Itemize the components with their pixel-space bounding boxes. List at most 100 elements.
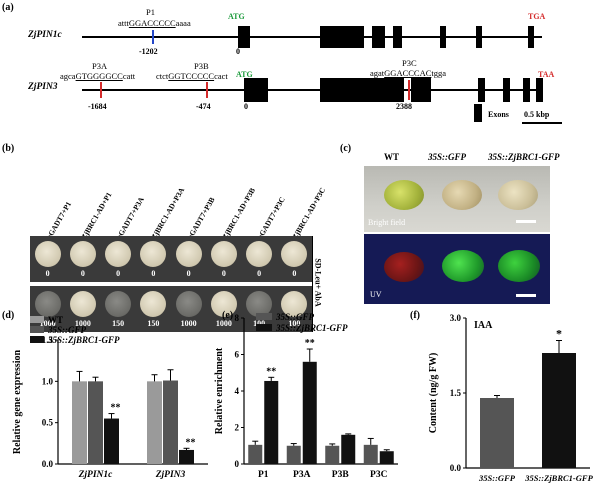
aba-concentration: 1000 xyxy=(39,319,56,328)
uv-label: UV xyxy=(370,290,382,299)
uv-photo: UV xyxy=(364,234,550,304)
significance-mark: * xyxy=(556,327,562,341)
gene1-exon xyxy=(476,26,482,48)
aba-concentration: 100 xyxy=(288,319,301,328)
gene2-zero: 0 xyxy=(244,102,248,111)
legend-swatch xyxy=(30,326,44,333)
site-p1-name: P1 xyxy=(146,7,155,17)
aba-concentration: 0 xyxy=(116,269,121,278)
bar-ZjPIN1c-WT xyxy=(72,381,87,464)
site-p3a-seq-pre: agca xyxy=(60,71,76,81)
x-tick-label: P3B xyxy=(332,470,350,480)
bar-P3A-35S::GFP xyxy=(286,445,301,464)
y-tick-label: 6 xyxy=(235,350,240,360)
y-axis-label: Relative gene expression xyxy=(12,349,23,454)
y-tick-label: 0 xyxy=(235,459,240,469)
site-p3a-pos: -1684 xyxy=(88,102,107,111)
significance-mark: ** xyxy=(305,338,315,349)
bar-P3C-35S::ZjBRC1-GFP xyxy=(379,451,394,464)
aba-concentration: 0 xyxy=(45,269,50,278)
legend-label: 35S::GFP xyxy=(47,325,87,335)
y-tick-label: 0.5 xyxy=(42,418,54,428)
x-tick-label: 35S::GFP xyxy=(478,473,516,483)
bar-ZjPIN3-35S::GFP xyxy=(163,380,178,464)
x-tick-label: P3C xyxy=(370,470,388,480)
aba-concentration: 1000 xyxy=(74,319,91,328)
y-tick-label: 3.0 xyxy=(450,313,462,323)
callus-zjbrc1-uv xyxy=(498,250,540,282)
site-p1-seq-post: aaaa xyxy=(175,18,191,28)
aba-concentration: 0 xyxy=(221,269,226,278)
legend-label: WT xyxy=(48,315,63,325)
gene1-start-codon: ATG xyxy=(228,12,245,21)
yeast-colony xyxy=(175,291,202,317)
site-p3b-seq-pre: ctct xyxy=(156,71,169,81)
gene2-exon xyxy=(320,78,404,102)
bar-P3B-35S::ZjBRC1-GFP xyxy=(341,434,356,464)
x-tick-label: ZjPIN3 xyxy=(155,470,186,480)
aba-concentration: 150 xyxy=(147,319,160,328)
site-p3b-seq-post: cact xyxy=(214,71,228,81)
yeast-colony xyxy=(281,291,308,317)
panel-c-col-wt: WT xyxy=(384,152,400,162)
site-p3c-seq-post: tgga xyxy=(431,68,447,78)
y-tick-label: 8 xyxy=(235,313,240,323)
yeast-colony xyxy=(34,241,61,267)
aba-concentration: 0 xyxy=(292,269,297,278)
panel-e-label: (e) xyxy=(222,310,234,321)
gene2-exon xyxy=(523,78,530,102)
site-p3c-seq: agatGGACCCACtgga xyxy=(370,68,446,78)
bar-P3B-35S::GFP xyxy=(325,445,340,464)
bright-field-photo: Bright field xyxy=(364,166,550,232)
exon-legend-label: Exons xyxy=(488,110,509,119)
gene1-zero: 0 xyxy=(236,47,240,56)
site-p1-seq-core: GGACCCCC xyxy=(128,18,176,28)
yeast-colony xyxy=(210,291,237,317)
yeast-colony xyxy=(140,241,167,267)
gene2-exon xyxy=(536,78,543,102)
site-p3b-pos: -474 xyxy=(196,102,211,111)
panel-c-col-gfp: 35S::GFP xyxy=(428,152,466,162)
panel-b-label: (b) xyxy=(2,143,15,154)
y-tick-label: 0.0 xyxy=(450,463,462,473)
callus-gfp-uv xyxy=(442,250,484,282)
yeast-colony xyxy=(105,241,132,267)
x-tick-label: 35S::ZjBRC1-GFP xyxy=(524,473,593,483)
yeast-colony xyxy=(140,291,167,317)
aba-concentration: 150 xyxy=(112,319,125,328)
bright-field-scalebar xyxy=(516,220,536,223)
yeast-colony xyxy=(281,241,308,267)
gene1-exon xyxy=(320,26,364,48)
scale-bar xyxy=(522,122,562,124)
x-tick-label: P3A xyxy=(293,470,311,480)
panel-c-label: (c) xyxy=(340,143,352,154)
x-tick-label: ZjPIN1c xyxy=(78,470,114,480)
legend-swatch xyxy=(30,316,44,323)
site-p1-seq: atttGGACCCCCaaaa xyxy=(118,18,191,28)
gene1-exon xyxy=(440,26,446,48)
scale-bar-label: 0.5 kbp xyxy=(524,110,550,119)
bar-ZjPIN3-35S::ZjBRC1-GFP xyxy=(179,449,194,464)
bar-ZjPIN1c-35S::ZjBRC1-GFP xyxy=(104,418,119,464)
site-p1-pos: -1202 xyxy=(139,47,158,56)
legend-label: 35S::GFP xyxy=(275,312,315,322)
yeast-colony xyxy=(175,241,202,267)
legend-swatch xyxy=(256,324,272,331)
yeast-colony xyxy=(105,291,132,317)
site-p1-marker xyxy=(152,30,154,44)
site-p3b-marker xyxy=(206,82,208,98)
gene2-start-codon: ATG xyxy=(236,70,253,79)
yeast-colony xyxy=(210,241,237,267)
gene2-exon xyxy=(478,78,485,102)
gene2-line xyxy=(82,89,542,91)
site-p3b-seq: ctctGGTCCCCCcact xyxy=(156,71,228,81)
callus-wt-uv xyxy=(384,252,424,282)
panel-a-label: (a) xyxy=(2,2,14,13)
aba-concentration: 1000 xyxy=(180,319,197,328)
site-p3c-name: P3C xyxy=(402,58,417,68)
gene1-line xyxy=(82,36,542,38)
site-p3c-seq-pre: agat xyxy=(370,68,385,78)
yeast-colony xyxy=(69,291,96,317)
bar-P3A-35S::ZjBRC1-GFP xyxy=(302,361,317,464)
